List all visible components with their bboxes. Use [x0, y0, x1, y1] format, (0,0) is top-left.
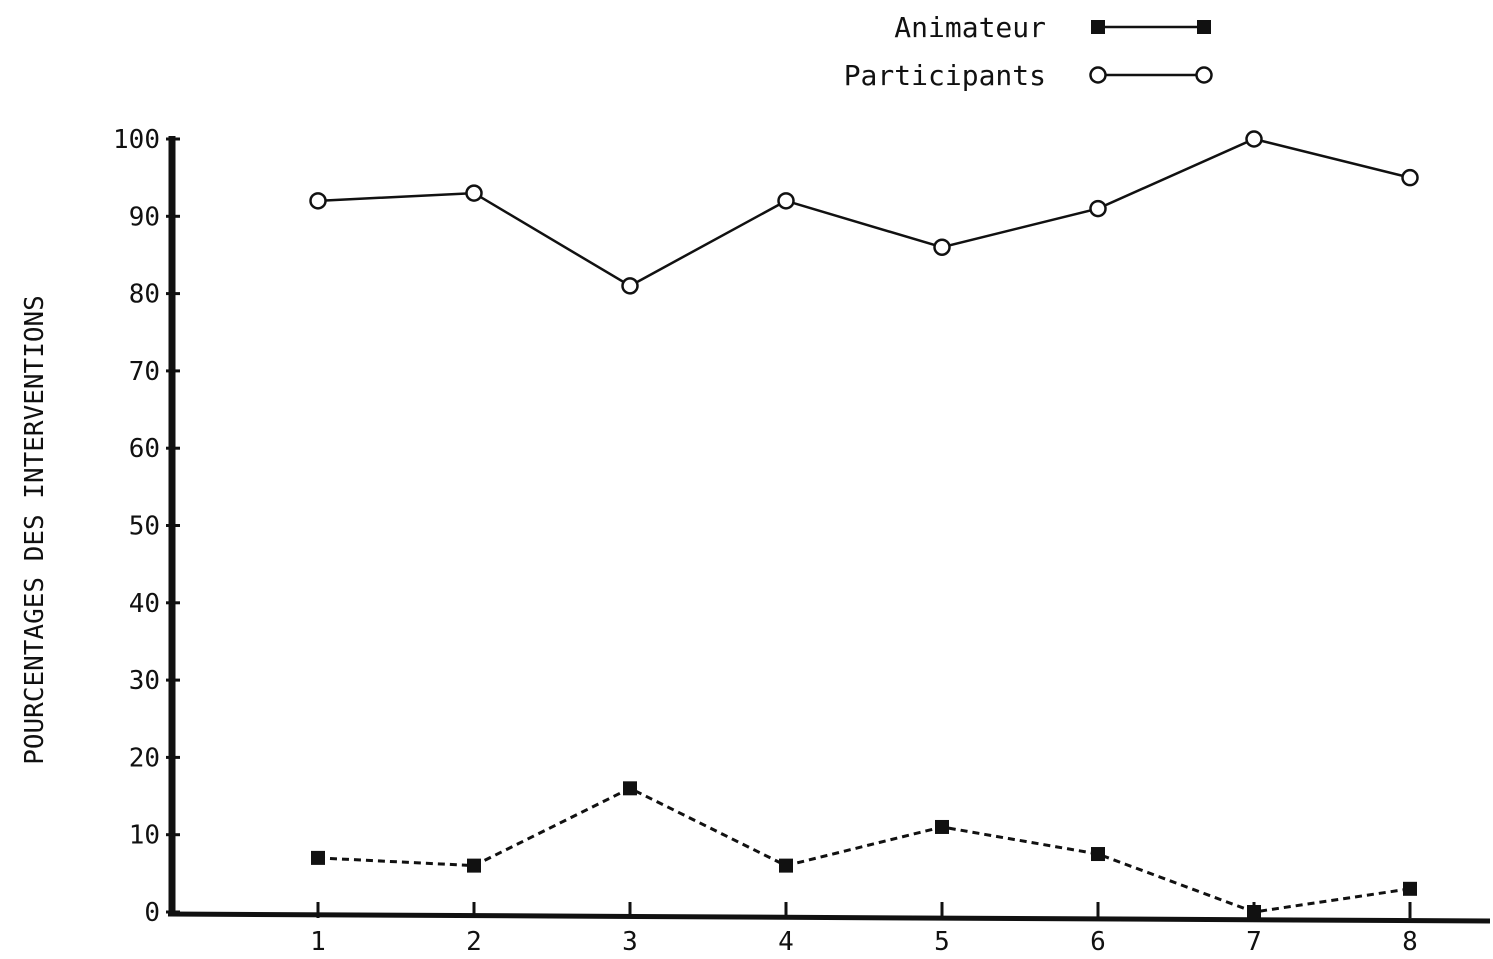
series-animateur	[311, 781, 1417, 919]
y-tick-label: 60	[129, 434, 160, 464]
legend-label: Participants	[844, 59, 1046, 92]
x-axis	[167, 911, 1491, 924]
data-point-square	[1091, 847, 1105, 862]
data-point-circle	[1089, 199, 1107, 218]
x-tick-label: 2	[466, 927, 482, 957]
data-point-circle	[777, 192, 795, 210]
legend-marker-circle	[1089, 66, 1107, 84]
series-participants	[309, 130, 1419, 295]
data-point-circle	[933, 238, 951, 256]
data-point-circle	[309, 192, 327, 210]
y-tick-label: 70	[129, 357, 160, 387]
y-tick-label: 80	[129, 280, 160, 310]
series-line	[317, 786, 1411, 914]
series-line	[317, 137, 1411, 288]
x-tick-label: 1	[310, 927, 326, 957]
data-point-circle	[1401, 168, 1419, 187]
legend-marker-circle	[1195, 66, 1213, 84]
x-tick-label: 5	[934, 927, 950, 957]
data-point-square	[935, 819, 949, 834]
y-axis-title: POURCENTAGES DES INTERVENTIONS	[20, 295, 50, 765]
data-point-circle	[465, 184, 483, 202]
x-tick-label: 8	[1402, 927, 1418, 957]
legend-marker-square	[1091, 20, 1105, 34]
y-ticks: 0 10 20 30 40 50 60 70 80 90 100	[113, 125, 180, 928]
data-point-square	[1247, 905, 1261, 919]
y-tick-label: 30	[129, 666, 160, 696]
data-point-circle	[1245, 130, 1263, 148]
x-tick-label: 4	[778, 927, 794, 957]
data-point-square	[311, 850, 325, 865]
x-tick-label: 3	[622, 927, 638, 957]
y-tick-label: 20	[129, 743, 160, 773]
data-point-circle	[621, 277, 639, 295]
data-point-square	[623, 781, 637, 796]
series-layer	[309, 130, 1419, 919]
y-tick-label: 50	[129, 512, 160, 542]
x-tick-label: 7	[1246, 927, 1262, 957]
y-tick-label: 100	[113, 125, 160, 155]
y-tick-label: 90	[129, 202, 160, 232]
legend-label: Animateur	[894, 11, 1046, 44]
data-point-square	[779, 858, 793, 873]
y-tick-label: 10	[129, 821, 160, 851]
y-tick-label: 40	[129, 589, 160, 619]
legend: Animateur Participants	[844, 11, 1213, 92]
legend-marker-square	[1197, 20, 1211, 34]
y-tick-label: 0	[144, 898, 160, 928]
data-point-square	[1403, 881, 1417, 896]
x-tick-label: 6	[1090, 927, 1106, 957]
data-point-square	[467, 858, 481, 873]
axes	[167, 136, 1491, 924]
